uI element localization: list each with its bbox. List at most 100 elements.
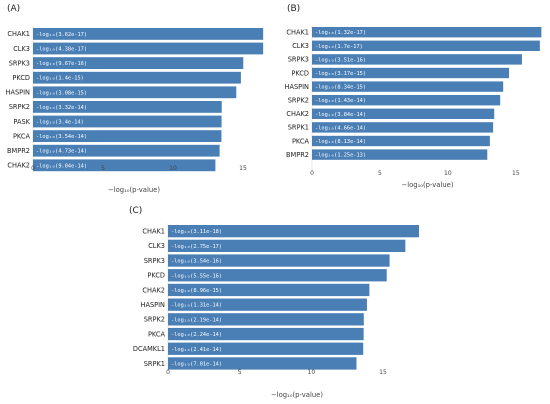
bar [312,54,522,65]
category-label: DCAMKL1 [133,345,165,353]
x-axis-label: −log₁₀(p-value) [402,181,454,189]
bar-value-label: -log₁₀(1.43e-14) [315,98,366,104]
category-label: PKCA [292,137,310,145]
x-tick-label: 10 [308,369,316,376]
bar [312,135,490,147]
bar-value-label: -log₁₀(3.54e-16) [171,259,222,265]
category-label: SRPK2 [144,316,165,324]
category-label: CLK3 [292,42,309,50]
bar [33,57,244,69]
bar-value-label: -log₁₀(3.4e-14) [36,120,84,126]
x-tick-label: 15 [512,170,520,177]
bar-value-label: -log₁₀(3.62e-17) [36,32,87,38]
category-label: CHAK2 [142,286,165,294]
bar-value-label: -log₁₀(9.04e-14) [36,163,87,169]
bar [312,149,488,160]
bar-value-label: -log₁₀(4.38e-17) [36,47,87,53]
bar-value-label: -log₁₀(8.13e-14) [315,139,366,145]
bar [168,239,406,252]
category-label: CHAK1 [7,30,30,38]
x-tick-label: 15 [239,165,247,172]
category-label: PKCA [13,132,31,140]
x-tick-label: 0 [166,369,170,376]
x-tick-label: 0 [31,165,35,172]
bar [33,42,264,55]
category-label: PKCA [148,330,166,338]
category-label: SRPK3 [144,257,165,265]
x-tick-label: 5 [101,165,105,172]
bar [168,254,390,267]
bar-value-label: -log₁₀(3.51e-16) [315,57,366,63]
bar [168,327,364,341]
bar [33,28,264,40]
bar [168,269,387,282]
bar-chart: -log₁₀(1.32e-17) CHAK1 -log₁₀(1.7e-17) CLK3… [284,25,542,189]
category-label: PKCD [12,74,30,82]
bar-value-label: -log₁₀(4.66e-14) [315,125,366,131]
bar [33,101,222,113]
bar-value-label: -log₁₀(1.25e-13) [315,153,366,159]
bar [168,313,364,326]
bar [33,159,216,172]
bar [312,108,495,119]
x-tick-label: 10 [169,165,177,172]
bar [168,225,419,238]
panel-a: (A) -log₁₀(3.62e-17) CHAK1 -log₁₀(4.38e-17… [0,0,275,200]
bar [33,144,220,157]
bar [33,71,241,84]
category-label: PASK [13,118,30,126]
bar-value-label: -log₁₀(7.01e-14) [171,361,222,367]
category-label: CHAK1 [142,227,165,235]
bar-value-label: -log₁₀(1.31e-14) [171,303,222,309]
panel-label: (B) [287,4,301,14]
bar-value-label: -log₁₀(9.67e-16) [36,61,87,67]
category-label: BMPR2 [7,147,30,155]
bar [33,130,222,142]
bar-value-label: -log₁₀(2.24e-14) [171,332,222,338]
category-label: SRPK1 [288,124,309,132]
bar-value-label: -log₁₀(3.17e-15) [315,71,366,77]
bar [168,298,367,311]
x-tick-label: 0 [310,170,314,177]
category-label: SRPK3 [288,56,309,64]
category-label: BMPR2 [286,151,309,159]
panel-b: (B) -log₁₀(1.32e-17) CHAK1 -log₁₀(1.7e-17)… [275,0,550,200]
bar-value-label: -log₁₀(1.7e-17) [315,44,363,50]
category-label: SRPK3 [9,59,30,67]
x-tick-label: 5 [378,170,382,177]
bar-value-label: -log₁₀(8.34e-15) [315,85,366,91]
bar-value-label: -log₁₀(5.55e-16) [171,273,222,279]
bar-value-label: -log₁₀(2.41e-14) [171,347,222,353]
category-label: SRPK2 [288,97,309,105]
bar-value-label: -log₁₀(2.19e-14) [171,317,222,323]
x-axis-label: −log₁₀(p-value) [271,391,323,399]
bar [168,283,370,297]
category-label: HASPIN [284,83,309,91]
category-label: CLK3 [13,45,30,53]
bar [312,95,501,106]
panel-c: (C) -log₁₀(3.11e-18) CHAK1 -log₁₀(2.75e-17… [110,200,440,404]
category-label: SRPK2 [9,103,30,111]
category-label: CHAK1 [286,29,309,37]
bar-value-label: -log₁₀(3.08e-15) [36,90,87,96]
panel-label: (C) [129,206,143,216]
bar-chart: -log₁₀(3.11e-18) CHAK1 -log₁₀(2.75e-17) CLK… [133,223,419,399]
x-tick-label: 10 [444,170,452,177]
category-label: HASPIN [5,89,30,97]
bar [312,81,504,92]
category-label: SRPK1 [144,360,165,368]
bar [33,86,237,99]
bar [312,67,510,79]
bar [312,27,542,38]
category-label: CHAK2 [7,162,30,170]
bar [312,40,540,51]
bar [312,122,494,133]
bar-value-label: -log₁₀(3.54e-14) [36,134,87,140]
bar-value-label: -log₁₀(8.96e-15) [171,288,222,294]
bar [168,342,364,355]
x-axis-label: −log₁₀(p-value) [108,186,160,194]
category-label: CLK3 [148,242,165,250]
category-label: HASPIN [140,301,165,309]
bar-value-label: -log₁₀(4.73e-14) [36,149,87,155]
category-label: CHAK2 [286,110,309,118]
